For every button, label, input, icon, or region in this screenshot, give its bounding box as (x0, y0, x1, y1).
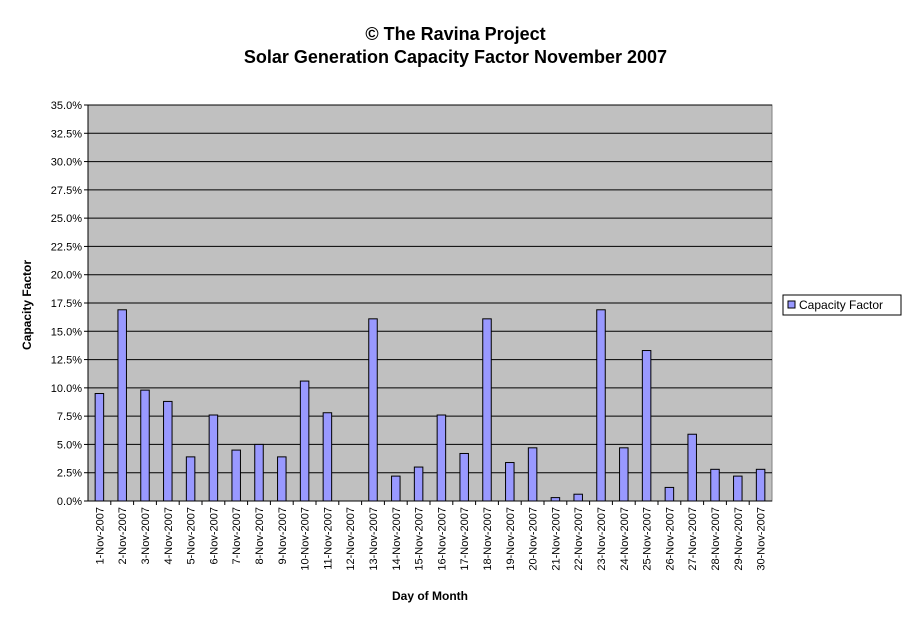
x-tick-label: 8-Nov-2007 (254, 507, 266, 564)
x-tick-label: 7-Nov-2007 (231, 507, 243, 564)
y-axis-ticks: 0.0% 2.5% 5.0% 7.5% 10.0% 12.5% 15.0% 17.5% 20.0… (51, 100, 88, 508)
bar (733, 475, 743, 502)
bar (299, 380, 310, 502)
gridlines (88, 104, 772, 474)
x-tick-label: 22-Nov-2007 (573, 507, 585, 571)
x-tick-label: 19-Nov-2007 (505, 507, 517, 571)
x-tick-label: 15-Nov-2007 (414, 507, 426, 571)
x-tick-label: 6-Nov-2007 (208, 507, 220, 564)
bar (641, 350, 652, 502)
x-tick-label: 25-Nov-2007 (642, 507, 654, 571)
y-tick-label: 25.0% (51, 213, 82, 225)
x-tick-label: 5-Nov-2007 (186, 507, 198, 564)
bar (140, 389, 150, 502)
x-tick-label: 29-Nov-2007 (733, 507, 745, 571)
y-tick-label: 10.0% (51, 383, 82, 395)
bar (208, 414, 219, 502)
x-tick-label: 10-Nov-2007 (300, 507, 312, 571)
bar (117, 309, 127, 502)
y-tick-label: 27.5% (51, 185, 82, 197)
bar (527, 447, 538, 502)
bar (505, 462, 515, 502)
bar (573, 493, 583, 502)
y-tick-label: 17.5% (51, 298, 82, 310)
bar (368, 318, 378, 502)
bar (619, 447, 629, 502)
x-tick-label: 23-Nov-2007 (596, 507, 608, 571)
y-tick-label: 35.0% (51, 100, 82, 112)
x-tick-label: 3-Nov-2007 (140, 507, 152, 564)
x-tick-label: 13-Nov-2007 (368, 507, 380, 571)
x-tick-label: 9-Nov-2007 (277, 507, 289, 564)
legend-swatch (787, 300, 796, 309)
x-tick-label: 14-Nov-2007 (391, 507, 403, 571)
bar (755, 468, 766, 502)
x-tick-label: 28-Nov-2007 (710, 507, 722, 571)
y-tick-label: 22.5% (51, 241, 82, 253)
bar (322, 412, 333, 502)
bar (413, 466, 424, 502)
bar (596, 309, 606, 502)
y-tick-label: 7.5% (57, 411, 82, 423)
bar (436, 414, 447, 502)
x-axis-label: Day of Month (392, 589, 468, 603)
legend: Capacity Factor (782, 294, 902, 316)
y-tick-label: 12.5% (51, 355, 82, 367)
bar (163, 400, 173, 502)
bar-series (94, 309, 766, 502)
x-tick-label: 24-Nov-2007 (619, 507, 631, 571)
y-tick-label: 0.0% (57, 496, 82, 508)
legend-label: Capacity Factor (799, 298, 883, 312)
bar (94, 393, 105, 502)
x-tick-label: 30-Nov-2007 (756, 507, 768, 571)
x-tick-label: 18-Nov-2007 (482, 507, 494, 571)
y-tick-label: 30.0% (51, 157, 82, 169)
bar (482, 318, 492, 502)
x-tick-label: 11-Nov-2007 (322, 507, 334, 570)
x-tick-label: 27-Nov-2007 (687, 507, 699, 571)
bar (687, 433, 697, 502)
x-tick-label: 2-Nov-2007 (117, 507, 129, 564)
bar (185, 456, 196, 502)
x-axis-ticks: 1-Nov-2007 2-Nov-2007 3-Nov-2007 4-Nov-2007… (94, 501, 768, 571)
bar (550, 497, 561, 502)
y-tick-label: 15.0% (51, 326, 82, 338)
chart-subtitle: Solar Generation Capacity Factor Novembe… (244, 47, 667, 67)
bar (459, 452, 469, 502)
x-tick-label: 1-Nov-2007 (94, 507, 106, 564)
x-tick-label: 16-Nov-2007 (436, 507, 448, 571)
bar (664, 486, 675, 502)
bar (710, 468, 720, 502)
chart-title: © The Ravina Project (365, 24, 545, 44)
x-tick-label: 20-Nov-2007 (528, 507, 540, 571)
bar (277, 456, 287, 502)
y-axis-label: Capacity Factor (20, 260, 34, 350)
x-tick-label: 12-Nov-2007 (345, 507, 357, 571)
bar (391, 475, 401, 502)
bar (231, 449, 241, 502)
y-tick-label: 32.5% (51, 128, 82, 140)
legend-box (782, 294, 902, 316)
y-tick-label: 2.5% (57, 468, 82, 480)
y-tick-label: 20.0% (51, 270, 82, 282)
x-tick-label: 26-Nov-2007 (664, 507, 676, 571)
x-tick-label: 17-Nov-2007 (459, 507, 471, 571)
x-tick-label: 21-Nov-2007 (550, 507, 562, 571)
x-tick-label: 4-Nov-2007 (163, 507, 175, 564)
y-tick-label: 5.0% (57, 439, 82, 451)
bar (254, 443, 264, 502)
